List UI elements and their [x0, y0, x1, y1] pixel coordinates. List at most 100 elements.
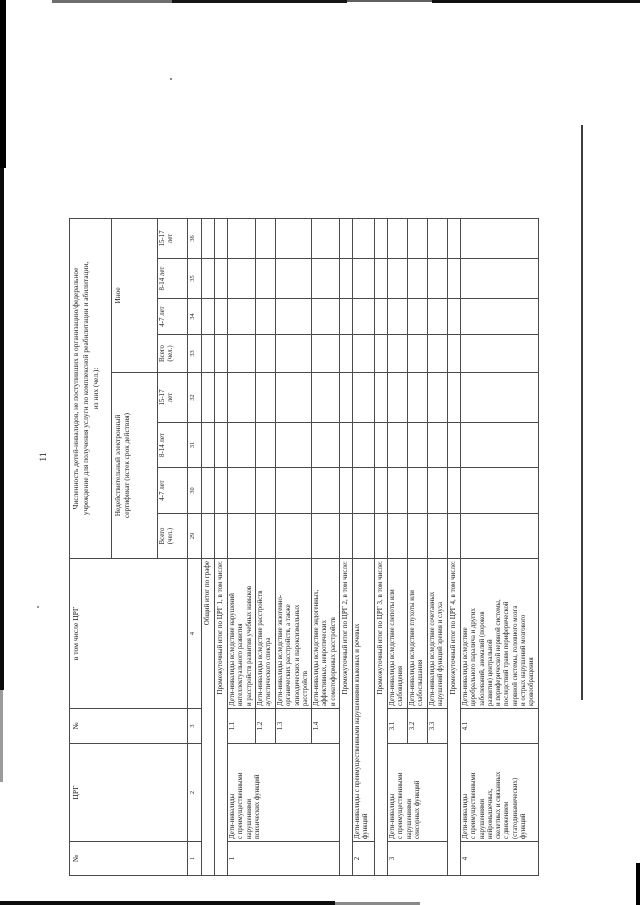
scan-artifact-speck [37, 606, 39, 608]
data-cell-empty [374, 372, 388, 423]
data-cell-empty [255, 422, 276, 468]
data-cell-empty [227, 467, 256, 514]
column-number: 34 [187, 298, 202, 335]
data-cell-empty [374, 422, 388, 468]
row-no: 3 [387, 841, 448, 876]
data-cell-empty [201, 372, 215, 423]
header-col-crg: ЦРГ [69, 743, 188, 842]
crg-description: Дети-инвалиды с преимущественными наруше… [387, 743, 448, 842]
column-numbers-row: 1 2 3 4 29 30 31 32 33 34 35 36 [187, 218, 202, 876]
scan-artifact-left-bar [0, 168, 4, 690]
data-cell-empty [407, 372, 428, 423]
data-cell-empty [427, 467, 448, 514]
data-cell-empty [227, 258, 256, 299]
header-col-no2: № [69, 708, 188, 744]
data-cell-empty [352, 258, 375, 299]
data-cell-empty [214, 467, 228, 514]
header-age-4-7: 4-7 лет [157, 467, 188, 514]
data-cell-empty [427, 258, 448, 299]
data-cell-empty [407, 258, 428, 299]
header-group-other: Иное [111, 218, 158, 373]
data-cell-empty [339, 422, 353, 468]
table-row: 1 Дети-инвалиды с преимущественными нару… [227, 218, 340, 876]
column-number: 30 [187, 467, 202, 514]
data-cell-empty [275, 513, 312, 559]
data-cell-empty [227, 422, 256, 468]
data-cell-empty [311, 298, 340, 335]
header-group-invalid-certificate: Недействительный электронный сертификат … [111, 372, 158, 559]
row-no: 2 [352, 841, 375, 876]
data-cell-empty [339, 372, 353, 423]
data-cell-empty [407, 298, 428, 335]
data-cell-empty [201, 334, 215, 373]
column-number: 29 [187, 513, 202, 559]
row-no: 4 [460, 841, 538, 876]
data-cell-empty [460, 372, 538, 423]
sub-row-no: 1.4 [311, 708, 340, 744]
data-cell-empty [275, 258, 312, 299]
data-cell-empty [447, 467, 461, 514]
data-cell-empty [201, 467, 215, 514]
data-cell-empty [311, 467, 340, 514]
data-cell-empty [255, 513, 276, 559]
data-cell-empty [275, 422, 312, 468]
data-cell-empty [427, 334, 448, 373]
header-age-8-14: 8-14 лет [157, 258, 188, 299]
data-cell-empty [275, 334, 312, 373]
data-cell-empty [460, 298, 538, 335]
data-cell-empty [374, 258, 388, 299]
data-cell-empty [227, 334, 256, 373]
data-cell-empty [447, 258, 461, 299]
data-cell-empty [427, 422, 448, 468]
sub-row-description: Дети-инвалиды вследствие сочетанных нару… [427, 558, 448, 709]
scan-artifact-left-bar [0, 690, 3, 782]
table-row: 2 Дети-инвалиды с преимущественными нару… [352, 218, 375, 876]
column-number: 35 [187, 258, 202, 299]
data-cell-empty [227, 513, 256, 559]
column-number: 32 [187, 372, 202, 423]
header-age-total: Всего (чел.) [157, 334, 188, 373]
header-age-15-17: 15-17 лет [157, 218, 188, 259]
data-cell-empty [214, 513, 228, 559]
data-cell-empty [255, 372, 276, 423]
data-cell-empty [387, 467, 408, 514]
data-cell-empty [339, 513, 353, 559]
data-cell-empty [227, 372, 256, 423]
scan-artifact-top-line [172, 0, 347, 3]
section-row-crg4: Промежуточный итог по ЦРГ 4, в том числе… [447, 218, 461, 876]
section-label: Общий итог по графе [201, 558, 215, 876]
data-cell-empty [275, 372, 312, 423]
header-age-15-17: 15-17 лет [157, 372, 188, 423]
header-col-no: № [69, 841, 188, 876]
sub-row-description: Дети-инвалиды вследствие экзогенно- орга… [275, 558, 312, 709]
column-number: 36 [187, 218, 202, 259]
data-cell-empty [227, 218, 256, 259]
data-cell-empty [387, 372, 408, 423]
scan-artifact-left-bar [0, 0, 6, 168]
crg-description: Дети-инвалиды с преимущественными наруше… [227, 743, 340, 842]
data-cell-empty [201, 298, 215, 335]
section-label: Промежуточный итог по ЦРГ 3, в том числе… [374, 558, 388, 876]
sub-row-no: 3.3 [427, 708, 448, 744]
column-number: 4 [187, 558, 202, 709]
data-cell-empty [374, 513, 388, 559]
scan-artifact-bottom-bar [335, 902, 420, 905]
row-no: 1 [227, 841, 340, 876]
header-main-title: Численность детей-инвалидов, не поступив… [69, 218, 112, 559]
data-cell-empty [214, 372, 228, 423]
data-cell-empty [407, 218, 428, 259]
data-cell-empty [339, 218, 353, 259]
sub-row-description: Дети-инвалиды вследствие нарушений интел… [227, 558, 256, 709]
section-label: Промежуточный итог по ЦРГ 4, в том числе… [447, 558, 461, 876]
column-number: 33 [187, 334, 202, 373]
data-cell-empty [275, 298, 312, 335]
sub-row-no: 1.2 [255, 708, 276, 744]
data-cell-empty [387, 298, 408, 335]
data-cell-empty [311, 422, 340, 468]
data-cell-empty [311, 372, 340, 423]
sub-row-description: Дети-инвалиды вследствие расстройств аут… [255, 558, 276, 709]
data-cell-empty [447, 422, 461, 468]
header-col-incl-crg: в том числе ЦРГ [69, 558, 188, 709]
column-number: 3 [187, 708, 202, 744]
